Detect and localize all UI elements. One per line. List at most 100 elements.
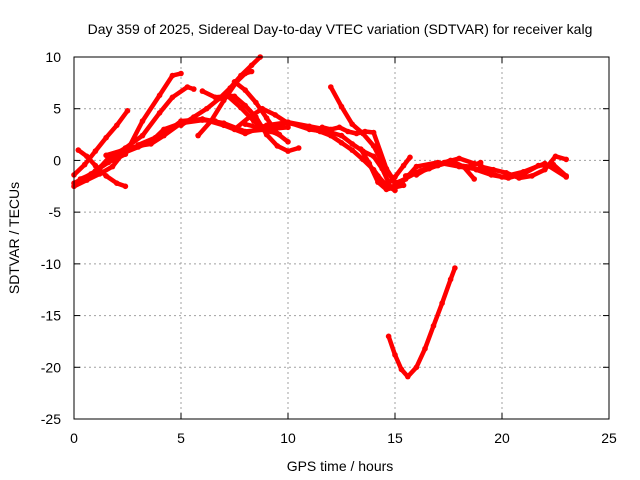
data-point	[184, 84, 191, 90]
data-point	[345, 128, 351, 135]
data-point	[191, 114, 197, 120]
data-point	[477, 159, 484, 166]
data-point	[563, 156, 569, 163]
data-point	[103, 134, 109, 141]
data-point	[285, 124, 291, 131]
data-point	[238, 104, 244, 111]
data-point	[392, 174, 398, 180]
data-point	[477, 163, 484, 170]
data-point	[516, 175, 522, 181]
y-tick-label: -15	[41, 308, 61, 324]
data-point	[139, 118, 146, 124]
x-tick-label: 5	[177, 430, 185, 446]
data-point	[456, 162, 463, 169]
data-point	[274, 143, 281, 149]
data-point	[253, 99, 259, 106]
data-point	[103, 173, 109, 179]
data-point	[242, 130, 248, 137]
data-point	[92, 168, 99, 174]
data-point	[336, 124, 343, 131]
data-point	[552, 153, 559, 160]
data-point	[212, 94, 218, 101]
data-point	[375, 173, 381, 179]
data-point	[398, 366, 405, 373]
data-point	[488, 172, 495, 178]
x-tick-label: 10	[280, 430, 296, 446]
data-point	[370, 129, 377, 136]
data-point	[231, 126, 238, 133]
data-point	[248, 62, 255, 69]
data-point	[263, 126, 270, 133]
data-point	[467, 163, 473, 170]
data-point	[349, 147, 356, 153]
data-point	[178, 122, 184, 129]
data-point	[439, 300, 445, 307]
data-point	[221, 92, 227, 99]
data-point	[338, 103, 345, 110]
x-axis: 0 5 10 15 20 25	[70, 57, 617, 446]
series-group	[71, 54, 569, 380]
data-point	[319, 124, 326, 131]
data-point	[407, 154, 413, 161]
data-point	[402, 173, 409, 179]
data-point	[263, 131, 270, 138]
data-point	[328, 84, 334, 90]
data-point	[169, 94, 176, 101]
data-point	[285, 139, 291, 145]
data-point	[349, 141, 356, 147]
data-point	[413, 163, 420, 170]
data-point	[208, 118, 214, 124]
data-point	[263, 115, 270, 121]
data-point	[370, 143, 377, 149]
plot-frame	[73, 56, 610, 420]
data-point	[199, 88, 206, 94]
data-point	[317, 128, 323, 135]
data-point	[503, 170, 510, 176]
data-point	[424, 165, 430, 172]
data-point	[473, 166, 480, 173]
data-point	[242, 121, 248, 127]
data-point	[120, 147, 126, 153]
data-point	[199, 116, 206, 122]
data-point	[135, 142, 141, 148]
data-point	[383, 186, 390, 193]
x-tick-label: 15	[387, 430, 403, 446]
y-axis: -25 -20 -15 -10 -5 0 5 10	[41, 49, 609, 427]
data-point	[435, 162, 441, 169]
data-point	[77, 176, 84, 182]
y-tick-label: 5	[53, 101, 61, 117]
data-point	[246, 114, 253, 120]
data-point	[338, 132, 345, 139]
data-point	[221, 97, 227, 104]
x-tick-label: 25	[601, 430, 617, 446]
x-axis-title: GPS time / hours	[287, 458, 394, 474]
data-point	[285, 148, 291, 154]
data-point	[92, 148, 99, 154]
data-point	[285, 119, 291, 125]
y-tick-label: 0	[53, 152, 61, 168]
data-point	[392, 181, 398, 187]
data-point	[169, 72, 176, 79]
data-point	[231, 93, 238, 100]
x-tick-label: 20	[494, 430, 510, 446]
data-point	[456, 155, 463, 162]
grid	[74, 57, 609, 419]
data-point	[360, 130, 366, 137]
data-point	[167, 126, 174, 133]
data-point	[105, 157, 111, 164]
data-point	[259, 105, 266, 112]
data-point	[358, 146, 364, 152]
data-point	[413, 364, 420, 371]
data-point	[400, 162, 407, 169]
data-point	[383, 182, 390, 189]
data-point	[370, 153, 377, 160]
data-point	[366, 160, 373, 167]
data-point	[109, 163, 116, 170]
data-point	[400, 182, 407, 189]
data-point	[490, 166, 497, 173]
data-point	[103, 152, 109, 159]
data-point	[471, 176, 478, 182]
data-point	[231, 79, 238, 85]
